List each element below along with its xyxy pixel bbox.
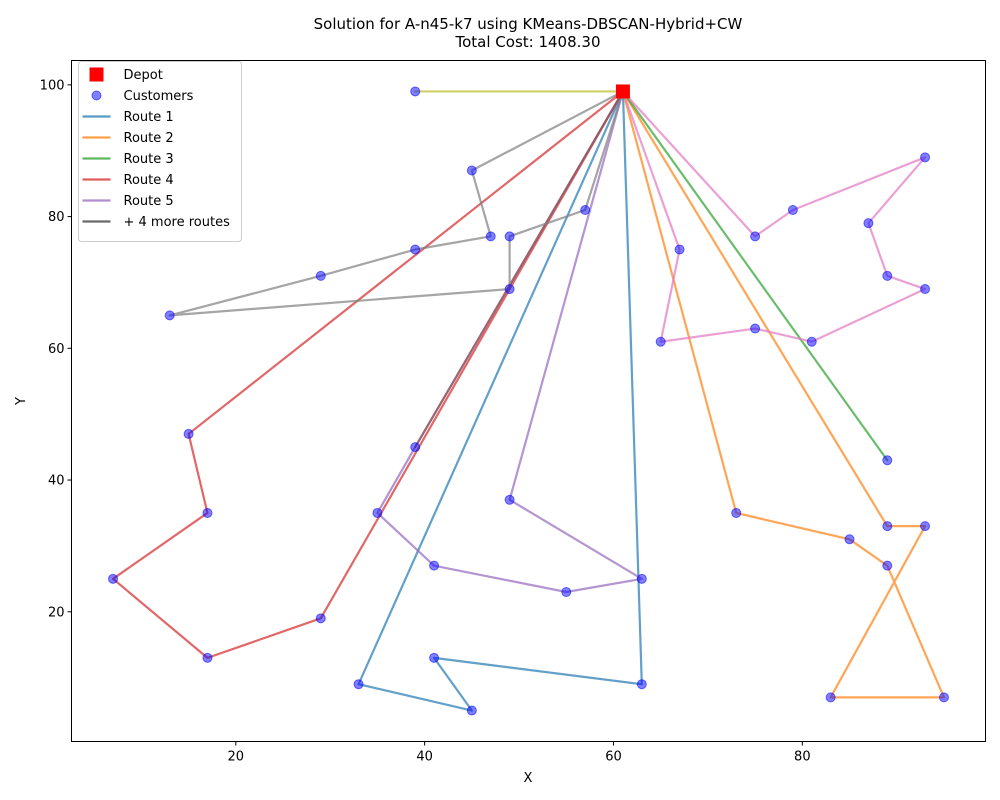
customer-point	[315, 613, 326, 624]
customer-point	[750, 323, 761, 334]
y-tick-label: 40	[48, 474, 65, 489]
customer-point	[920, 284, 931, 295]
y-tick-label: 60	[48, 342, 65, 357]
customer-point	[636, 679, 647, 690]
customer-point	[882, 455, 893, 466]
customer-point	[485, 231, 496, 242]
legend-label: Route 4	[124, 173, 174, 188]
customer-point	[353, 679, 364, 690]
customer-point	[636, 573, 647, 584]
customer-point	[372, 507, 383, 518]
customer-point	[108, 573, 119, 584]
customer-point	[787, 205, 798, 216]
customer-point	[561, 586, 572, 597]
customer-point	[825, 692, 836, 703]
customer-point	[882, 270, 893, 281]
chart-title-line1: Solution for A-n45-k7 using KMeans-DBSCA…	[314, 15, 743, 33]
customer-point	[429, 652, 440, 663]
legend-label: Route 2	[124, 131, 174, 146]
customer-point	[882, 521, 893, 532]
route-line-2	[621, 90, 946, 699]
route-line-1	[357, 91, 643, 712]
legend-label: + 4 more routes	[124, 215, 231, 230]
customer-point	[410, 86, 421, 97]
legend-customer-swatch	[91, 90, 102, 101]
customer-point	[580, 205, 591, 216]
route-line-5	[376, 90, 643, 594]
legend-label: Depot	[124, 68, 163, 83]
y-tick-label: 100	[40, 78, 65, 93]
legend-label: Route 3	[124, 152, 174, 167]
customer-point	[882, 560, 893, 571]
customer-point	[731, 507, 742, 518]
plot-area-frame	[71, 60, 986, 742]
route-line-8	[168, 90, 624, 317]
x-tick-label: 80	[794, 750, 811, 765]
customer-point	[655, 336, 666, 347]
x-axis-ticks: 20 40 60 80	[228, 741, 811, 765]
x-axis-label: X	[524, 771, 533, 786]
customer-point	[504, 231, 515, 242]
chart-title-line2: Total Cost: 1408.30	[455, 33, 601, 51]
customer-point	[164, 310, 175, 321]
customer-point	[202, 652, 213, 663]
x-tick-label: 20	[228, 750, 245, 765]
x-tick-label: 40	[416, 750, 433, 765]
customer-point	[920, 152, 931, 163]
route-line-7	[621, 90, 927, 343]
route-line-3	[622, 90, 889, 462]
customer-point	[504, 494, 515, 505]
customer-point	[410, 442, 421, 453]
customer-point	[410, 244, 421, 255]
legend-depot-swatch	[89, 67, 104, 82]
customer-point	[806, 336, 817, 347]
legend-frame	[78, 61, 242, 242]
customer-point	[750, 231, 761, 242]
y-tick-label: 80	[48, 210, 65, 225]
points-layer	[108, 84, 949, 716]
customer-point	[202, 507, 213, 518]
legend-label: Route 5	[124, 194, 174, 209]
customer-point	[466, 165, 477, 176]
customer-point	[863, 218, 874, 229]
depot-marker	[615, 84, 630, 99]
y-axis-label: Y	[14, 397, 29, 406]
y-axis-ticks: 20 40 60 80 100	[40, 78, 72, 620]
customer-point	[674, 244, 685, 255]
customer-point	[844, 534, 855, 545]
customer-point	[504, 284, 515, 295]
x-tick-label: 60	[605, 750, 622, 765]
customer-point	[183, 428, 194, 439]
customer-point	[466, 705, 477, 716]
legend-label: Route 1	[124, 110, 174, 125]
y-tick-label: 20	[48, 605, 65, 620]
customer-point	[920, 521, 931, 532]
legend: Depot Customers Route 1 Route 2 Route 3 Route…	[78, 61, 242, 242]
customer-point	[429, 560, 440, 571]
customer-point	[938, 692, 949, 703]
legend-label: Customers	[124, 89, 194, 104]
customer-point	[315, 270, 326, 281]
